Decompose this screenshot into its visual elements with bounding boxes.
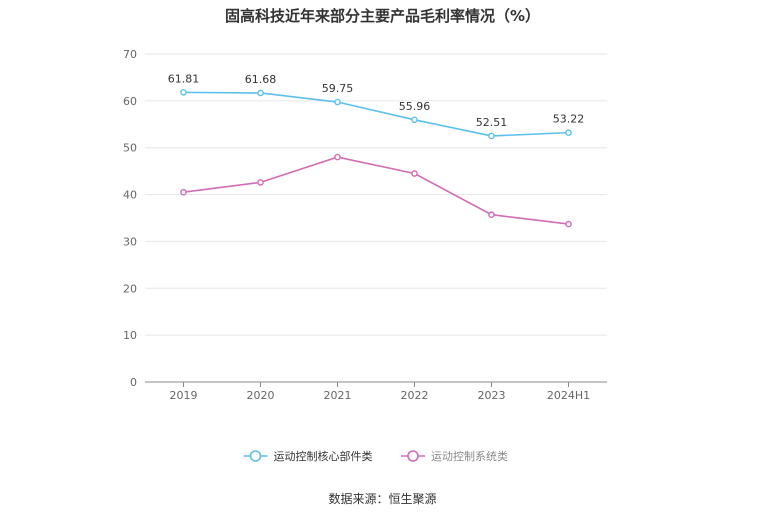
data-label: 52.51 xyxy=(476,116,508,129)
series-line-1 xyxy=(183,91,569,137)
legend-item-1[interactable]: 运动控制核心部件类 xyxy=(243,449,373,463)
data-label: 55.96 xyxy=(399,100,431,113)
axis-layer: 0 10 20 30 40 50 60 70 2019 2020 2021 2022 2023 2024H… xyxy=(123,48,607,402)
data-point[interactable] xyxy=(411,116,418,124)
y-tick-label: 60 xyxy=(123,95,137,108)
y-tick-label: 70 xyxy=(123,48,137,61)
x-tick-label: 2021 xyxy=(324,389,352,402)
data-point[interactable] xyxy=(257,179,264,186)
legend-marker-icon xyxy=(249,450,262,462)
y-tick-label: 50 xyxy=(123,142,137,155)
data-label: 59.75 xyxy=(322,82,354,95)
data-point[interactable] xyxy=(565,129,572,136)
legend-item-2[interactable]: 运动控制系统类 xyxy=(401,449,508,463)
data-point[interactable] xyxy=(565,220,572,228)
label-layer: 61.81 61.68 59.75 55.96 52.51 53.22 xyxy=(168,72,585,129)
data-point[interactable] xyxy=(488,132,495,140)
chart-title: 固高科技近年来部分主要产品毛利率情况（%） xyxy=(224,7,541,25)
data-label: 53.22 xyxy=(553,113,585,126)
series-layer xyxy=(180,89,572,228)
y-tick-label: 30 xyxy=(123,235,137,248)
x-tick-label: 2020 xyxy=(247,389,275,402)
data-point[interactable] xyxy=(411,170,418,177)
legend-marker-icon xyxy=(407,450,419,462)
x-tick-label: 2022 xyxy=(401,389,429,402)
y-tick-label: 0 xyxy=(130,376,137,389)
data-point[interactable] xyxy=(334,98,341,106)
y-tick-label: 40 xyxy=(123,189,137,202)
data-label: 61.68 xyxy=(245,73,277,86)
x-tick-label: 2023 xyxy=(478,389,506,402)
x-tick-label: 2019 xyxy=(170,389,198,402)
series-line-2 xyxy=(183,156,569,225)
data-point[interactable] xyxy=(334,153,341,161)
source-note: 数据来源：恒生聚源 xyxy=(328,492,437,506)
data-point[interactable] xyxy=(257,89,264,97)
legend-label: 运动控制系统类 xyxy=(431,449,508,463)
x-tick-label: 2024H1 xyxy=(547,389,590,402)
data-point[interactable] xyxy=(180,89,187,96)
legend: 运动控制核心部件类 运动控制系统类 xyxy=(243,449,508,463)
y-tick-label: 20 xyxy=(123,282,137,295)
grid-layer xyxy=(145,53,607,336)
data-point[interactable] xyxy=(180,188,187,196)
y-tick-label: 10 xyxy=(123,329,137,342)
data-label: 61.81 xyxy=(168,72,200,85)
legend-label: 运动控制核心部件类 xyxy=(274,449,373,463)
data-point[interactable] xyxy=(488,211,495,219)
